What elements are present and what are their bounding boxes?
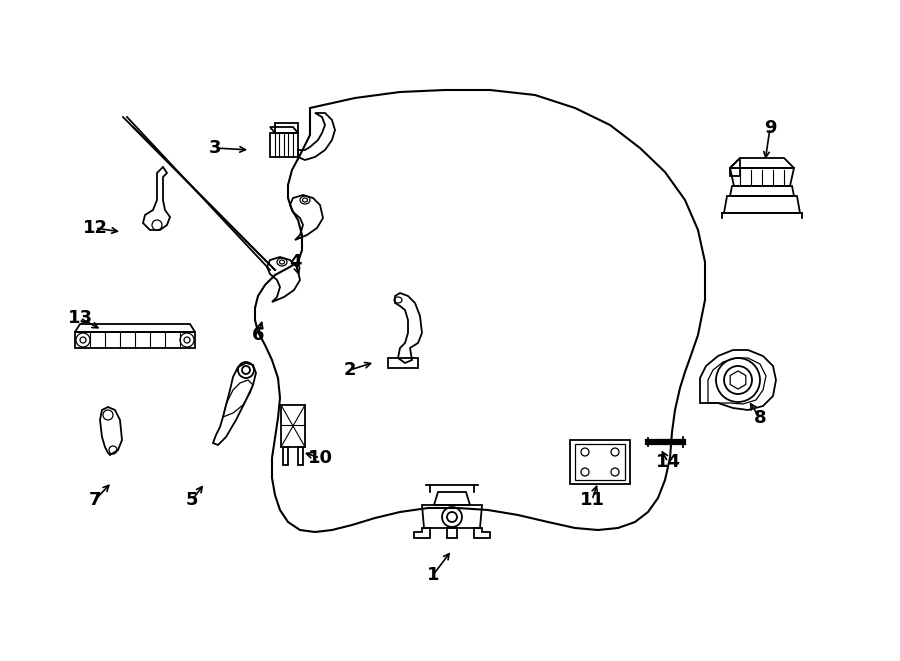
Text: 5: 5 <box>185 491 198 509</box>
Text: 3: 3 <box>209 139 221 157</box>
Text: 8: 8 <box>753 409 766 427</box>
Text: 6: 6 <box>252 326 265 344</box>
Text: 13: 13 <box>68 309 93 327</box>
Text: 2: 2 <box>344 361 356 379</box>
Text: 14: 14 <box>655 453 680 471</box>
Text: 10: 10 <box>308 449 332 467</box>
Text: 1: 1 <box>427 566 439 584</box>
Text: 11: 11 <box>580 491 605 509</box>
Text: 7: 7 <box>89 491 101 509</box>
Text: 12: 12 <box>83 219 107 237</box>
Text: 9: 9 <box>764 119 776 137</box>
Text: 4: 4 <box>289 253 302 271</box>
